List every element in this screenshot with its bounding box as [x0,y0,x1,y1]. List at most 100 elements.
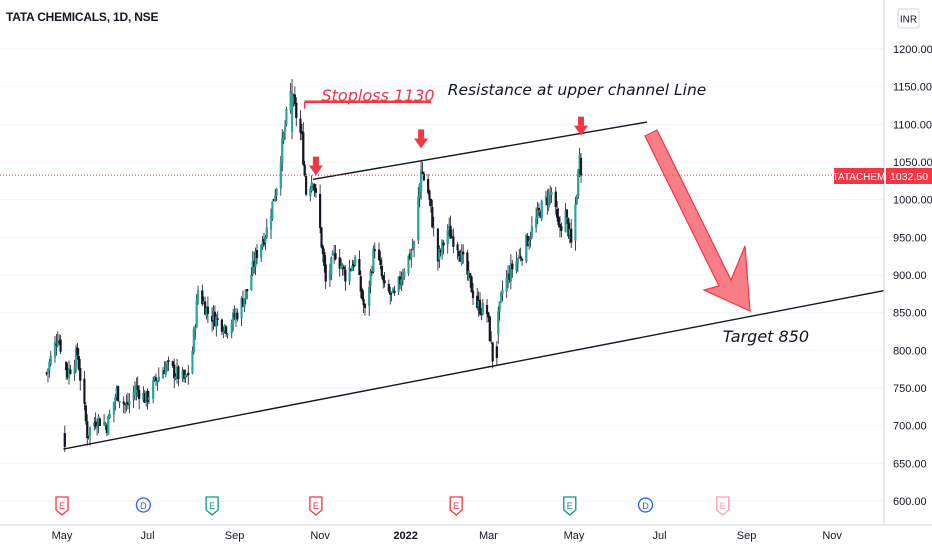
candle-body [185,374,188,377]
candle [225,325,228,338]
candle-body [359,276,362,292]
event-marker-earnings[interactable]: E [563,496,577,516]
candle-body [554,191,557,208]
event-marker-earnings[interactable]: E [716,496,730,516]
candle [487,311,490,323]
candle [497,306,500,344]
candle [441,239,444,260]
candle-body [157,376,160,382]
candle [525,233,528,263]
candle-body [529,237,532,240]
candle-body [201,290,204,305]
event-marker-earnings[interactable]: E [205,496,219,516]
price-label-box [886,168,932,184]
candle-body [417,196,420,241]
candle [49,350,52,367]
candle-body [156,380,159,384]
candle-body [63,433,66,447]
candle [126,392,130,410]
event-marker-dividend[interactable]: D [135,497,152,513]
candle-body [324,264,327,282]
candle-body [112,401,116,415]
candle [69,365,72,375]
candle-body [77,356,80,370]
red-down-arrow-icon [414,129,429,149]
event-marker-earnings[interactable]: E [309,496,323,516]
currency-badge-label: INR [900,15,917,26]
candle-body [196,290,200,302]
candle [274,189,277,202]
candle [547,188,550,211]
candle-body [173,364,176,379]
candle-body [509,263,512,282]
candle [102,414,106,426]
candle [490,331,493,344]
candle-body [282,132,285,141]
candle-body [380,266,383,277]
red-down-arrow-icon [308,156,323,176]
candle-body [505,278,508,292]
candle [320,226,323,249]
candle [161,367,165,379]
candle [171,360,174,368]
candle [511,259,514,278]
candle [128,393,131,414]
event-marker-dividend[interactable]: D [637,497,654,513]
candle [107,414,110,435]
candle-body [407,255,410,274]
candle-body [446,229,449,244]
candle-body [537,208,541,211]
symbol-title: TATA CHEMICALS, 1D, NSE [6,10,159,24]
candle-body [146,390,149,403]
candle-body [333,251,336,255]
candle-body [556,208,559,218]
candle-body [73,366,76,375]
candle [86,414,89,446]
candle-body [516,258,519,264]
candle [462,244,465,264]
currency-badge-box[interactable] [897,8,920,29]
candle [382,274,385,289]
candle-body [422,173,426,181]
event-marker-earnings[interactable]: E [55,496,69,516]
candle-body [265,227,268,238]
candle-body [363,303,367,308]
candle [342,264,346,276]
currency-badge[interactable]: INR [897,8,920,29]
candle-body [293,94,296,105]
candle-body [313,183,316,191]
candle [177,365,180,387]
candle-body [152,380,155,399]
candle [146,388,149,410]
candle-body [323,252,326,267]
candle [95,418,99,436]
candle-body [319,193,322,228]
channel-lines [63,100,887,450]
candle-body [226,333,229,336]
x-tick-label: 2022 [393,530,417,542]
candle-body [501,289,504,295]
candle-body [526,236,529,247]
candle-body [373,249,376,252]
candle [265,218,268,239]
candle-body [344,269,347,282]
candle-body [244,289,247,300]
price-grid [0,48,884,502]
candle [421,162,424,175]
candle [323,248,326,273]
y-tick-label: 700.00 [893,421,927,433]
candle-body [369,270,372,286]
candle [393,285,396,296]
candle [456,242,459,260]
candle-body [467,270,470,275]
candle [368,280,371,317]
y-tick-label: 1050.00 [893,157,932,169]
event-marker-letter: E [720,501,726,511]
x-tick-label: May [564,530,585,542]
candle-body [295,102,298,119]
candle-body [309,188,312,197]
candle-body [565,209,569,218]
candle-body [236,312,239,320]
event-marker-earnings[interactable]: E [449,496,463,516]
